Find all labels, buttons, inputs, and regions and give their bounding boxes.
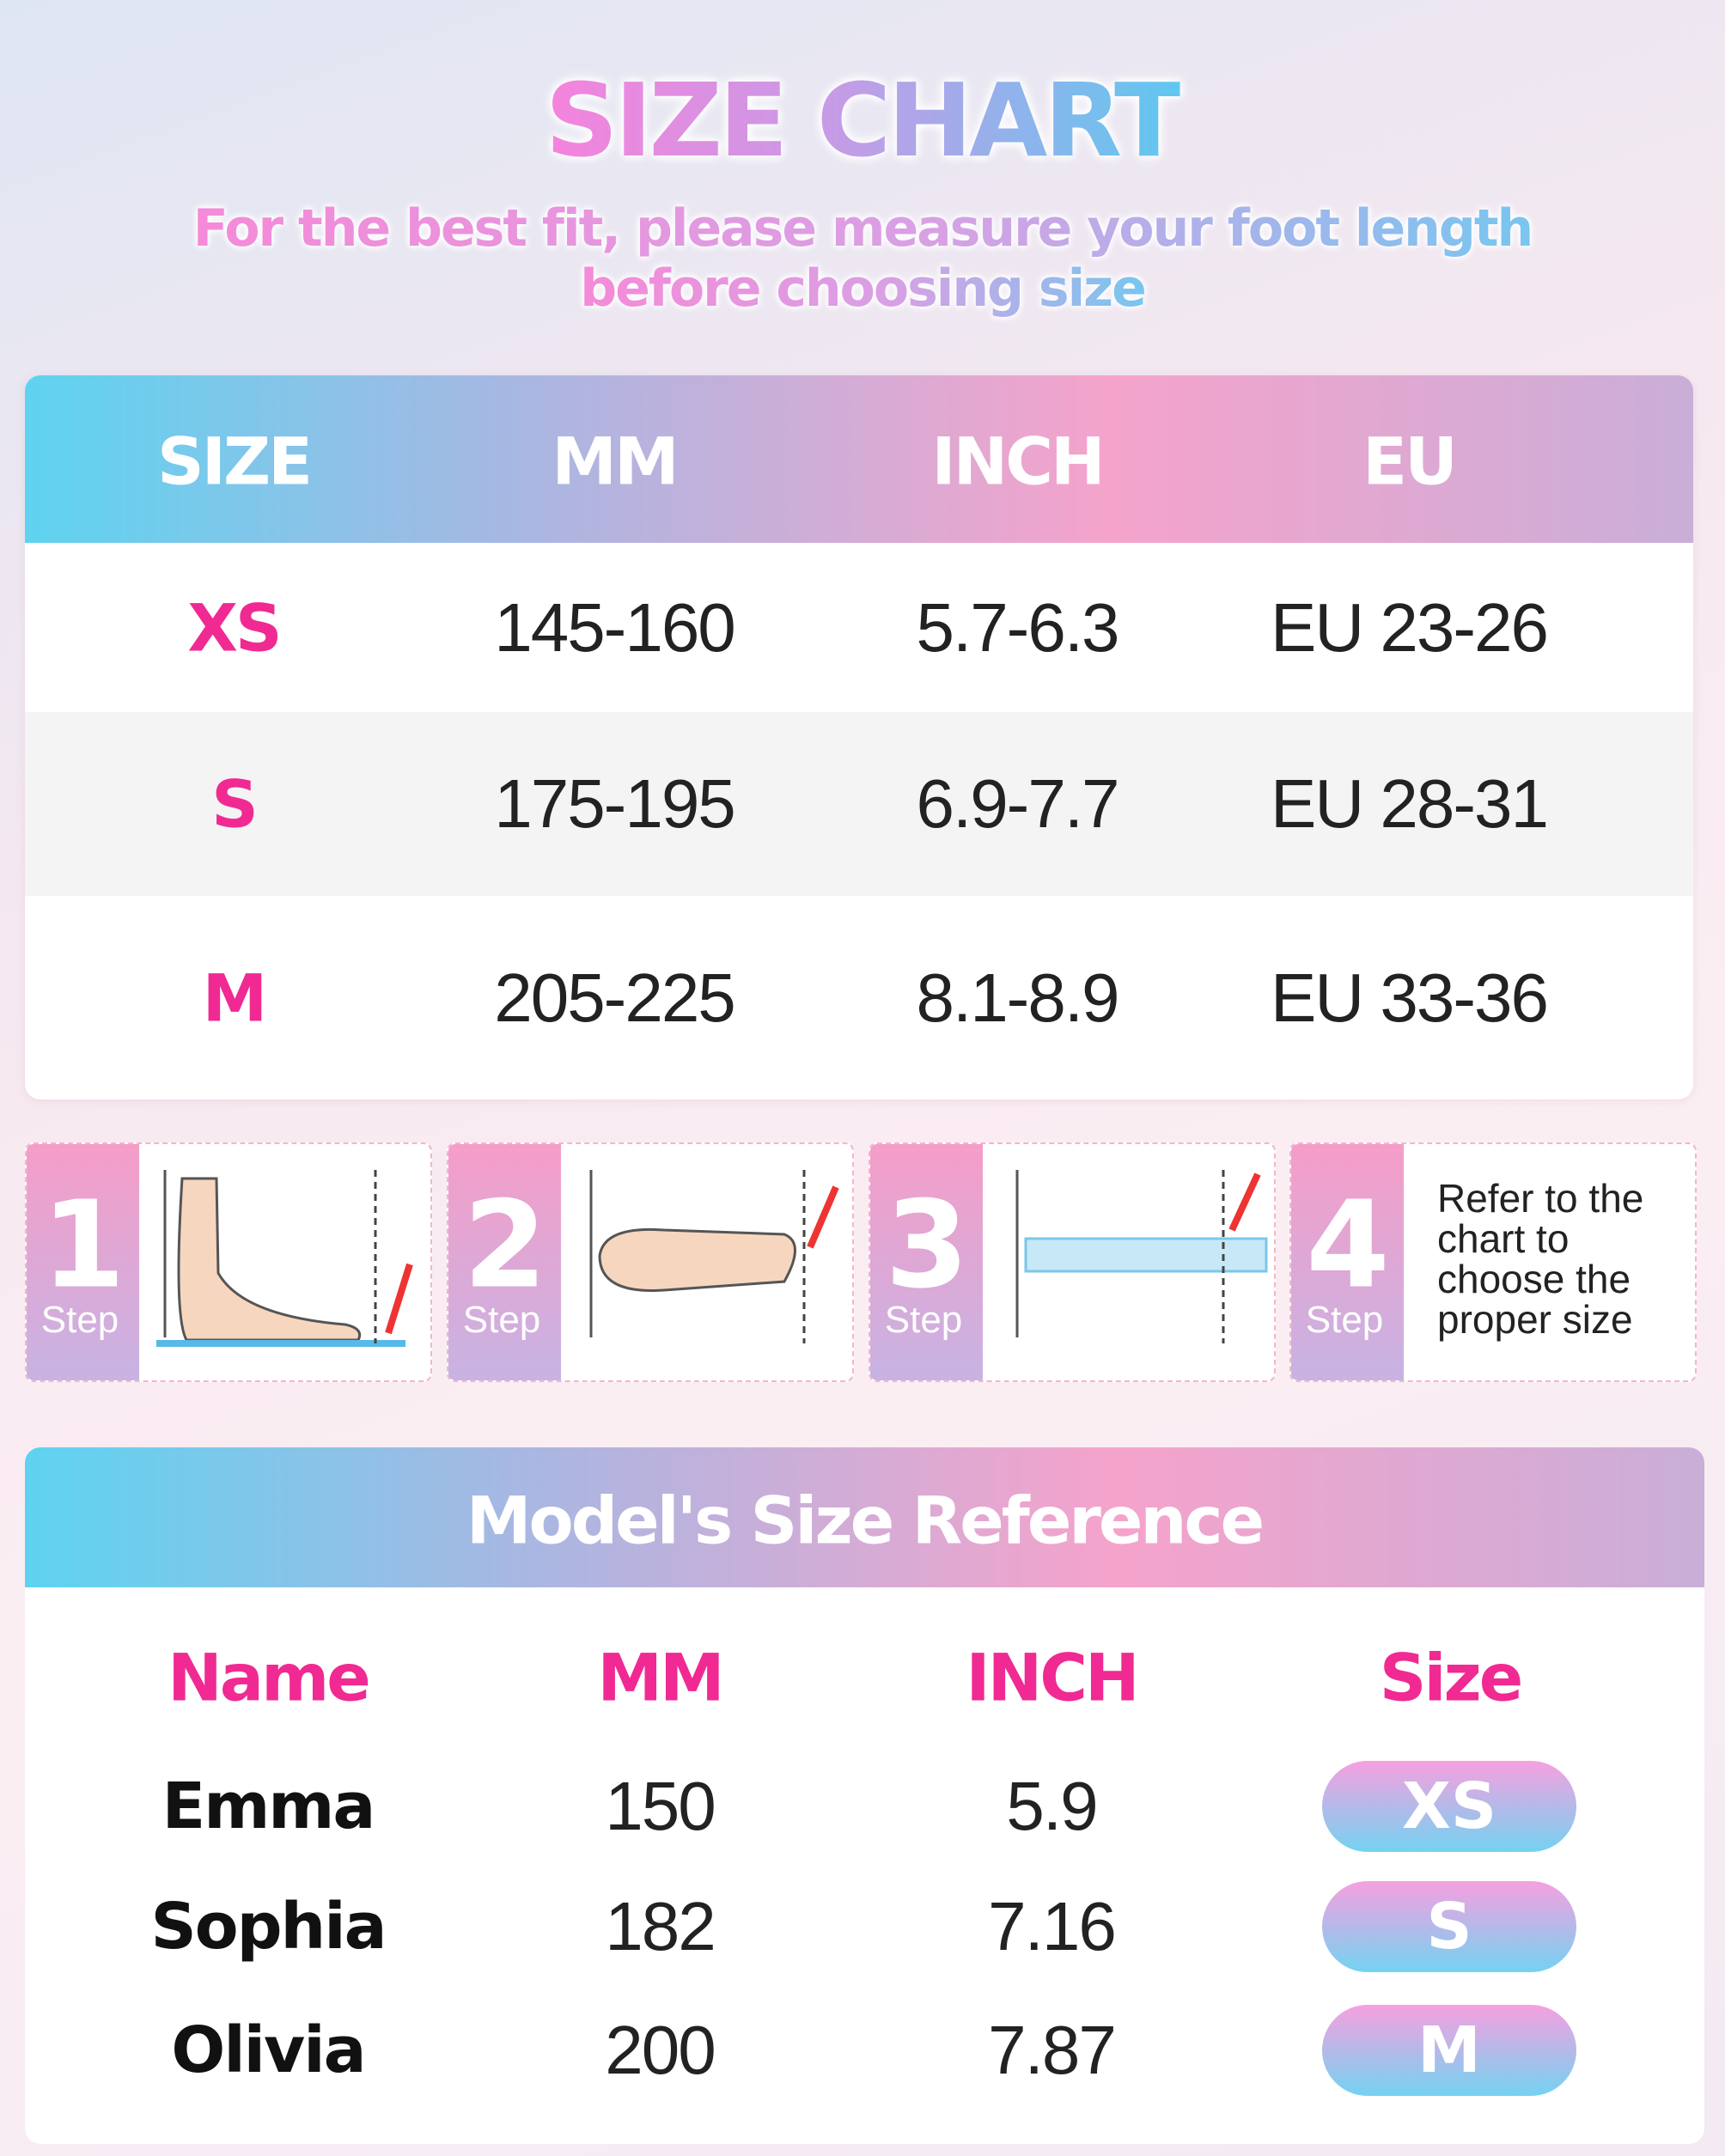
step-label: Step bbox=[1305, 1299, 1384, 1341]
step-card: 1 Step bbox=[25, 1142, 432, 1382]
table-cell: 5.7-6.3 bbox=[916, 588, 1119, 666]
step-badge: 2 Step bbox=[448, 1144, 561, 1380]
size-label: XS bbox=[187, 589, 282, 666]
model-title: Model's Size Reference bbox=[466, 1482, 1265, 1559]
table-cell: 150 bbox=[605, 1768, 716, 1844]
table-cell: 5.9 bbox=[1006, 1768, 1098, 1844]
table-cell: 7.87 bbox=[988, 2012, 1117, 2088]
step-illustration bbox=[156, 1170, 413, 1347]
table-cell: 205-225 bbox=[494, 959, 736, 1036]
step-number: 2 bbox=[463, 1175, 547, 1316]
table-header: Model's Size Reference bbox=[25, 1447, 1704, 1587]
model-table: Model's Size Reference Name MM INCH Size Emma… bbox=[25, 1447, 1704, 2144]
column-header: SIZE bbox=[156, 423, 313, 500]
step-badge: 3 Step bbox=[870, 1144, 983, 1380]
size-pill: M bbox=[1322, 2005, 1576, 2096]
step-card: 3 Step bbox=[869, 1142, 1276, 1382]
size-value: XS bbox=[1401, 1769, 1497, 1843]
size-label: M bbox=[202, 959, 268, 1036]
model-name: Emma bbox=[162, 1769, 376, 1843]
table-cell: 145-160 bbox=[494, 588, 736, 666]
step-number: 1 bbox=[41, 1175, 125, 1316]
column-header: INCH bbox=[931, 423, 1105, 500]
size-value: M bbox=[1417, 2013, 1481, 2087]
step-label: Step bbox=[40, 1299, 119, 1341]
step-text: Refer to the chart to choose the proper … bbox=[1437, 1176, 1644, 1342]
subtitle: For the best fit, please measure your fo… bbox=[192, 198, 1533, 259]
model-name: Sophia bbox=[150, 1890, 387, 1964]
table-cell: 6.9-7.7 bbox=[916, 765, 1119, 842]
table-header bbox=[25, 375, 1693, 543]
table-cell: 7.16 bbox=[988, 1888, 1117, 1964]
size-label: S bbox=[211, 765, 259, 843]
model-name: Olivia bbox=[171, 2013, 366, 2087]
step-badge: 1 Step bbox=[27, 1144, 139, 1380]
size-pill: S bbox=[1322, 1881, 1576, 1972]
step-label: Step bbox=[884, 1299, 963, 1341]
table-cell: EU 33-36 bbox=[1271, 959, 1549, 1036]
step-card: 2 Step bbox=[447, 1142, 854, 1382]
column-header: MM bbox=[552, 423, 679, 500]
table-cell: 200 bbox=[605, 2012, 716, 2088]
size-pill: XS bbox=[1322, 1761, 1576, 1852]
column-header: EU bbox=[1362, 423, 1458, 500]
step-badge: 4 Step bbox=[1291, 1144, 1404, 1380]
size-value: S bbox=[1426, 1890, 1472, 1964]
column-header: MM bbox=[597, 1639, 724, 1716]
table-cell: 182 bbox=[605, 1888, 716, 1964]
size-table: SIZE MM INCH EU XS 145-160 5.7-6.3 EU 23-26 S 175… bbox=[25, 375, 1693, 1099]
column-header: INCH bbox=[966, 1639, 1139, 1716]
step-card: 4 Step Refer to the chart to choose the pr… bbox=[1289, 1142, 1697, 1382]
table-cell: 8.1-8.9 bbox=[916, 959, 1119, 1036]
step-label: Step bbox=[462, 1299, 541, 1341]
step-number: 3 bbox=[885, 1175, 969, 1316]
column-header: Size bbox=[1379, 1639, 1524, 1716]
table-cell: 175-195 bbox=[494, 765, 736, 842]
subtitle: before choosing size bbox=[580, 259, 1147, 319]
column-header: Name bbox=[168, 1639, 371, 1716]
title: SIZE CHART bbox=[545, 61, 1184, 180]
step-number: 4 bbox=[1306, 1175, 1390, 1316]
step-illustration bbox=[1015, 1170, 1268, 1343]
step-illustration bbox=[589, 1170, 839, 1343]
row-band bbox=[25, 712, 1693, 896]
table-cell: EU 23-26 bbox=[1271, 588, 1549, 666]
table-cell: EU 28-31 bbox=[1271, 765, 1549, 842]
